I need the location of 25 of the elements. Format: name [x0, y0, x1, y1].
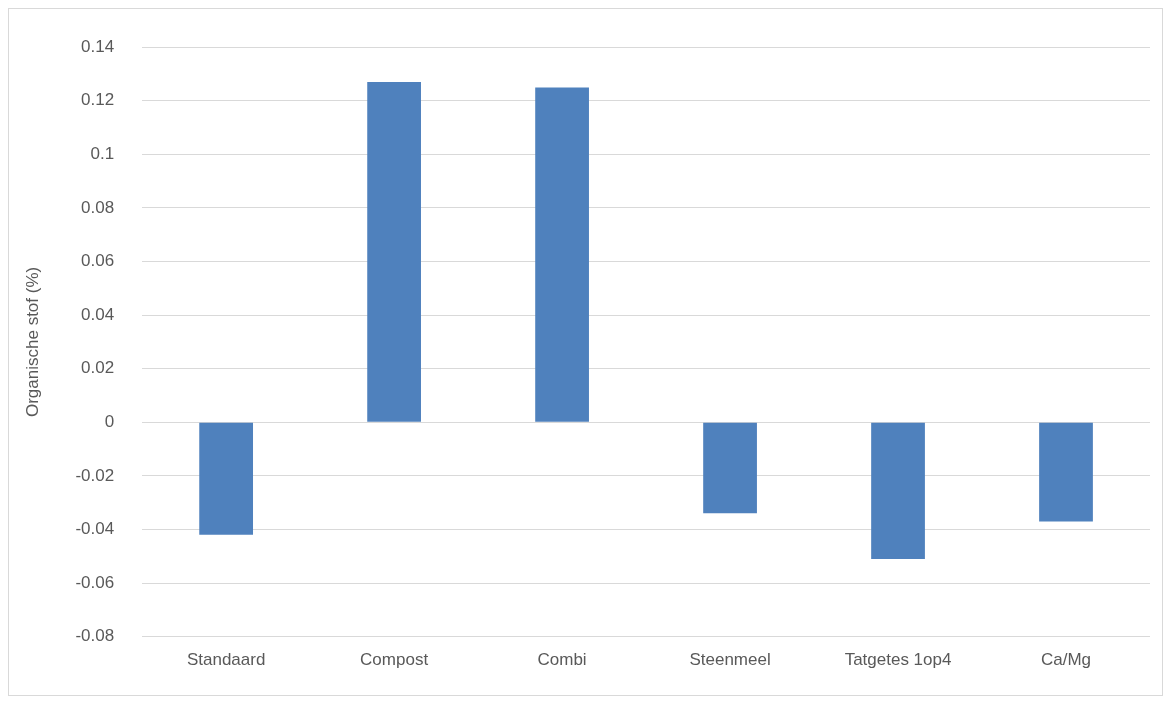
y-tick-label: 0.14 [81, 36, 115, 56]
x-tick-label: Ca/Mg [1040, 650, 1092, 670]
y-tick-label: -0.06 [75, 572, 115, 592]
y-tick-label: 0 [104, 411, 115, 431]
y-axis-title: Organische stof (%) [22, 266, 42, 418]
x-tick-label: Steenmeel [689, 650, 771, 670]
y-tick-label: -0.04 [75, 519, 115, 539]
x-tick-label: Tatgetes 1op4 [844, 650, 952, 670]
x-tick-label: Compost [360, 650, 429, 670]
y-tick-label: 0.1 [90, 144, 115, 164]
x-tick-label: Standaard [186, 650, 266, 670]
bar [871, 422, 925, 559]
bar [199, 422, 254, 535]
y-tick-label: 0.06 [81, 251, 115, 271]
bar [703, 422, 757, 514]
y-tick-label: -0.08 [75, 626, 115, 646]
x-tick-label: Combi [537, 650, 587, 670]
bar [1039, 422, 1093, 522]
y-tick-label: 0.02 [81, 358, 115, 378]
y-tick-label: 0.08 [81, 197, 115, 217]
y-tick-label: 0.04 [81, 304, 115, 324]
bar [367, 82, 421, 422]
y-tick-label: -0.02 [75, 465, 115, 485]
y-tick-label: 0.12 [81, 90, 115, 110]
bar [535, 87, 589, 422]
